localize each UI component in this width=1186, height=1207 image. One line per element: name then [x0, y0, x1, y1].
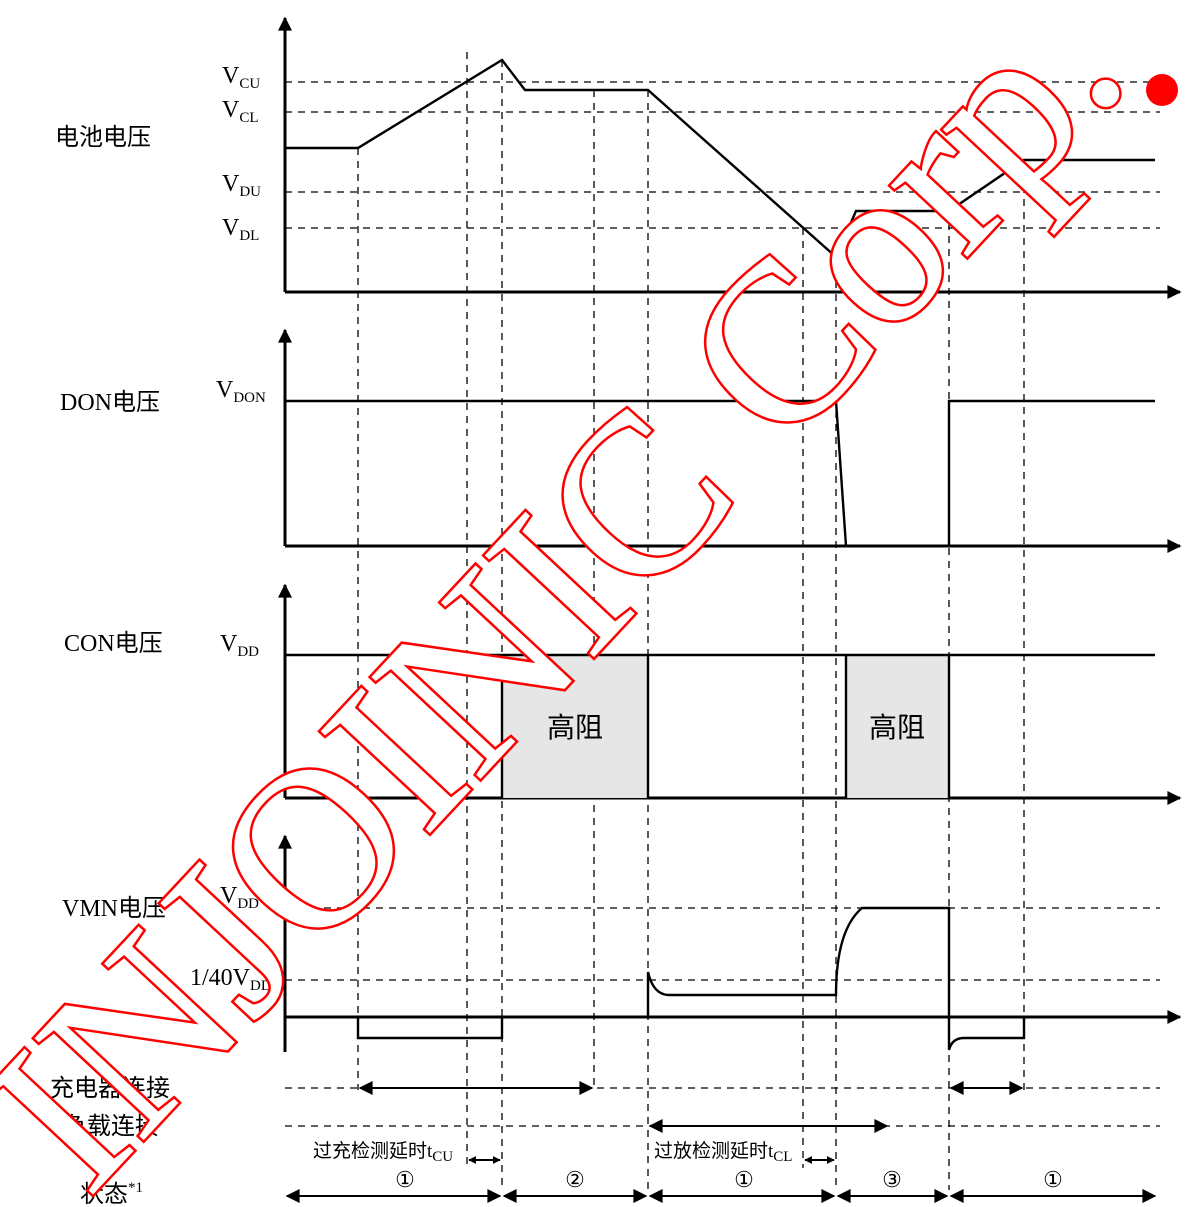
hiz-region — [846, 655, 949, 798]
level-label-vdon: VDON — [216, 377, 266, 406]
state-number: ③ — [882, 1167, 902, 1192]
level-label-vcu: VCU — [222, 63, 260, 92]
hiz-label: 高阻 — [547, 712, 603, 744]
hiz-region — [502, 655, 648, 798]
level-label-vdd40: 1/40VDD — [190, 965, 272, 994]
level-label-vdd-con: VDD — [220, 631, 259, 660]
level-label-vcl: VCL — [222, 97, 259, 126]
vmn-voltage-waveform — [285, 906, 1155, 1051]
state-number: ① — [734, 1167, 754, 1192]
row-label-don: DON电压 — [60, 389, 160, 416]
level-label-vdd-vmn: VDD — [220, 883, 259, 912]
state-number: ② — [565, 1167, 585, 1192]
overcharge-delay-label: 过充检测延时tCU — [313, 1140, 453, 1165]
battery-voltage-waveform — [285, 58, 1155, 259]
interval-arrows — [285, 1081, 1157, 1203]
hiz-label: 高阻 — [869, 712, 925, 744]
overdischarge-delay-label: 过放检测延时tCL — [654, 1140, 792, 1165]
row-label-state: 状态*1 — [80, 1180, 143, 1207]
reference-lines — [285, 81, 1160, 1127]
row-label-con: CON电压 — [64, 630, 163, 657]
state-number: ① — [395, 1167, 415, 1192]
axes — [278, 16, 1182, 1052]
time-markers — [357, 52, 1025, 1190]
row-label-load: 负载连接 — [63, 1113, 159, 1140]
level-label-vdu: VDU — [222, 171, 261, 200]
row-label-battery: 电池电压 — [55, 124, 151, 151]
con-voltage-waveform — [285, 653, 1155, 798]
level-label-vdl: VDL — [222, 215, 259, 244]
row-label-vmn: VMN电压 — [62, 895, 166, 922]
watermark-dot — [1146, 74, 1178, 106]
state-number: ① — [1043, 1167, 1063, 1192]
don-voltage-waveform — [285, 399, 1155, 548]
row-label-charger: 充电器连接 — [50, 1075, 170, 1102]
